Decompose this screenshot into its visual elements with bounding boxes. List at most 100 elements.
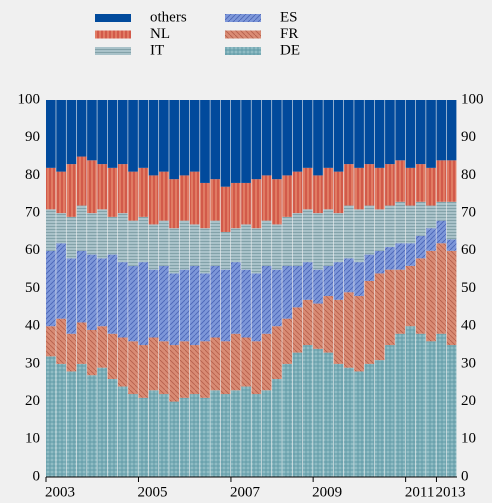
bar-segment xyxy=(446,160,457,202)
bar-segment xyxy=(230,228,241,263)
bar-segment xyxy=(343,164,354,206)
bar-segment xyxy=(107,216,118,255)
bar-segment xyxy=(46,250,56,327)
bar-segment xyxy=(159,100,169,172)
bar-segment xyxy=(415,333,426,477)
bar-segment xyxy=(354,296,364,372)
legend-swatch xyxy=(225,30,261,39)
bar-segment xyxy=(210,100,221,180)
bar-segment xyxy=(364,164,375,206)
bar-segment xyxy=(189,100,200,172)
y-tick-label-right: 0 xyxy=(461,468,469,484)
bar-segment xyxy=(374,273,385,361)
bar-segment xyxy=(292,352,303,477)
bar-segment xyxy=(169,273,179,346)
bar-segment xyxy=(333,213,344,263)
bar-segment xyxy=(189,265,200,346)
legend-swatch xyxy=(95,47,131,55)
bar-segment xyxy=(200,228,210,274)
bar-segment xyxy=(261,265,272,334)
bar-segment xyxy=(302,209,313,263)
bar-segment xyxy=(169,100,179,180)
bar-segment xyxy=(179,100,190,176)
bar-segment xyxy=(426,205,436,229)
bar-segment xyxy=(128,100,138,172)
bar-segment xyxy=(200,341,210,398)
bar-segment xyxy=(385,164,395,206)
bar-segment xyxy=(354,167,364,210)
y-tick-label-right: 90 xyxy=(461,129,476,145)
y-tick-label: 90 xyxy=(25,129,40,145)
x-tick-label: 2011 xyxy=(405,484,434,500)
bar-segment xyxy=(323,265,334,297)
bar-segment xyxy=(241,100,251,183)
bar-segment xyxy=(364,254,375,281)
bar-segment xyxy=(148,100,159,176)
bar-segment xyxy=(76,156,87,206)
bar-segment xyxy=(333,299,344,364)
y-tick-label: 20 xyxy=(25,393,40,409)
bar-segment xyxy=(343,100,354,165)
y-tick-label-right: 70 xyxy=(461,205,476,221)
bar-segment xyxy=(282,216,292,266)
bar-segment xyxy=(395,269,406,334)
bar-segment xyxy=(76,100,87,157)
bar-segment xyxy=(117,100,128,165)
bar-segment xyxy=(220,341,231,395)
bar-segment xyxy=(302,100,313,168)
bar-segment xyxy=(179,175,190,221)
bar-segment xyxy=(66,164,77,217)
bar-segment xyxy=(220,394,231,477)
bar-segment xyxy=(405,265,416,327)
bar-segment xyxy=(159,220,169,266)
bar-segment xyxy=(374,167,385,210)
bar-segment xyxy=(446,100,457,161)
bar-segment xyxy=(313,303,323,349)
bar-segment xyxy=(107,254,118,334)
bar-segment xyxy=(354,371,364,477)
bar-segment xyxy=(189,171,200,225)
bar-segment xyxy=(220,231,231,270)
bar-segment xyxy=(436,160,447,202)
bar-segment xyxy=(169,179,179,229)
bar-segment xyxy=(66,333,77,372)
bar-segment xyxy=(405,167,416,206)
bar-segment xyxy=(56,100,66,172)
bar-segment xyxy=(241,337,251,387)
bar-segment xyxy=(436,243,447,334)
bar-segment xyxy=(251,394,262,477)
y-tick-label-right: 30 xyxy=(461,355,476,371)
bar-segment xyxy=(56,363,66,477)
bar-segment xyxy=(261,100,272,176)
bar-segment xyxy=(446,250,457,346)
bar-segment xyxy=(200,182,210,229)
x-tick-label: 2009 xyxy=(312,484,342,500)
bar-segment xyxy=(302,262,313,300)
bar-segment xyxy=(354,262,364,297)
bar-segment xyxy=(76,363,87,477)
bar-segment xyxy=(66,216,77,259)
bar-segment xyxy=(46,326,56,357)
bar-segment xyxy=(241,269,251,338)
legend-label: FR xyxy=(280,26,298,42)
bar-segment xyxy=(282,100,292,176)
bar-segment xyxy=(159,394,169,477)
bar-segment xyxy=(87,213,97,255)
bar-segment xyxy=(405,243,416,266)
bar-segment xyxy=(354,100,364,168)
bar-segment xyxy=(138,100,149,168)
bar-segment xyxy=(220,269,231,342)
bar-segment xyxy=(436,333,447,477)
bar-segment xyxy=(415,235,426,259)
bar-segment xyxy=(179,220,190,270)
bar-segment xyxy=(117,164,128,214)
bar-segment xyxy=(210,390,221,477)
y-tick-label-right: 100 xyxy=(461,91,484,107)
bar-segment xyxy=(107,167,118,217)
x-tick-label: 2007 xyxy=(230,484,261,500)
bar-segment xyxy=(415,201,426,236)
bar-segment xyxy=(189,224,200,266)
bar-segment xyxy=(97,100,108,165)
bar-segment xyxy=(76,205,87,251)
y-tick-label: 50 xyxy=(25,280,40,296)
